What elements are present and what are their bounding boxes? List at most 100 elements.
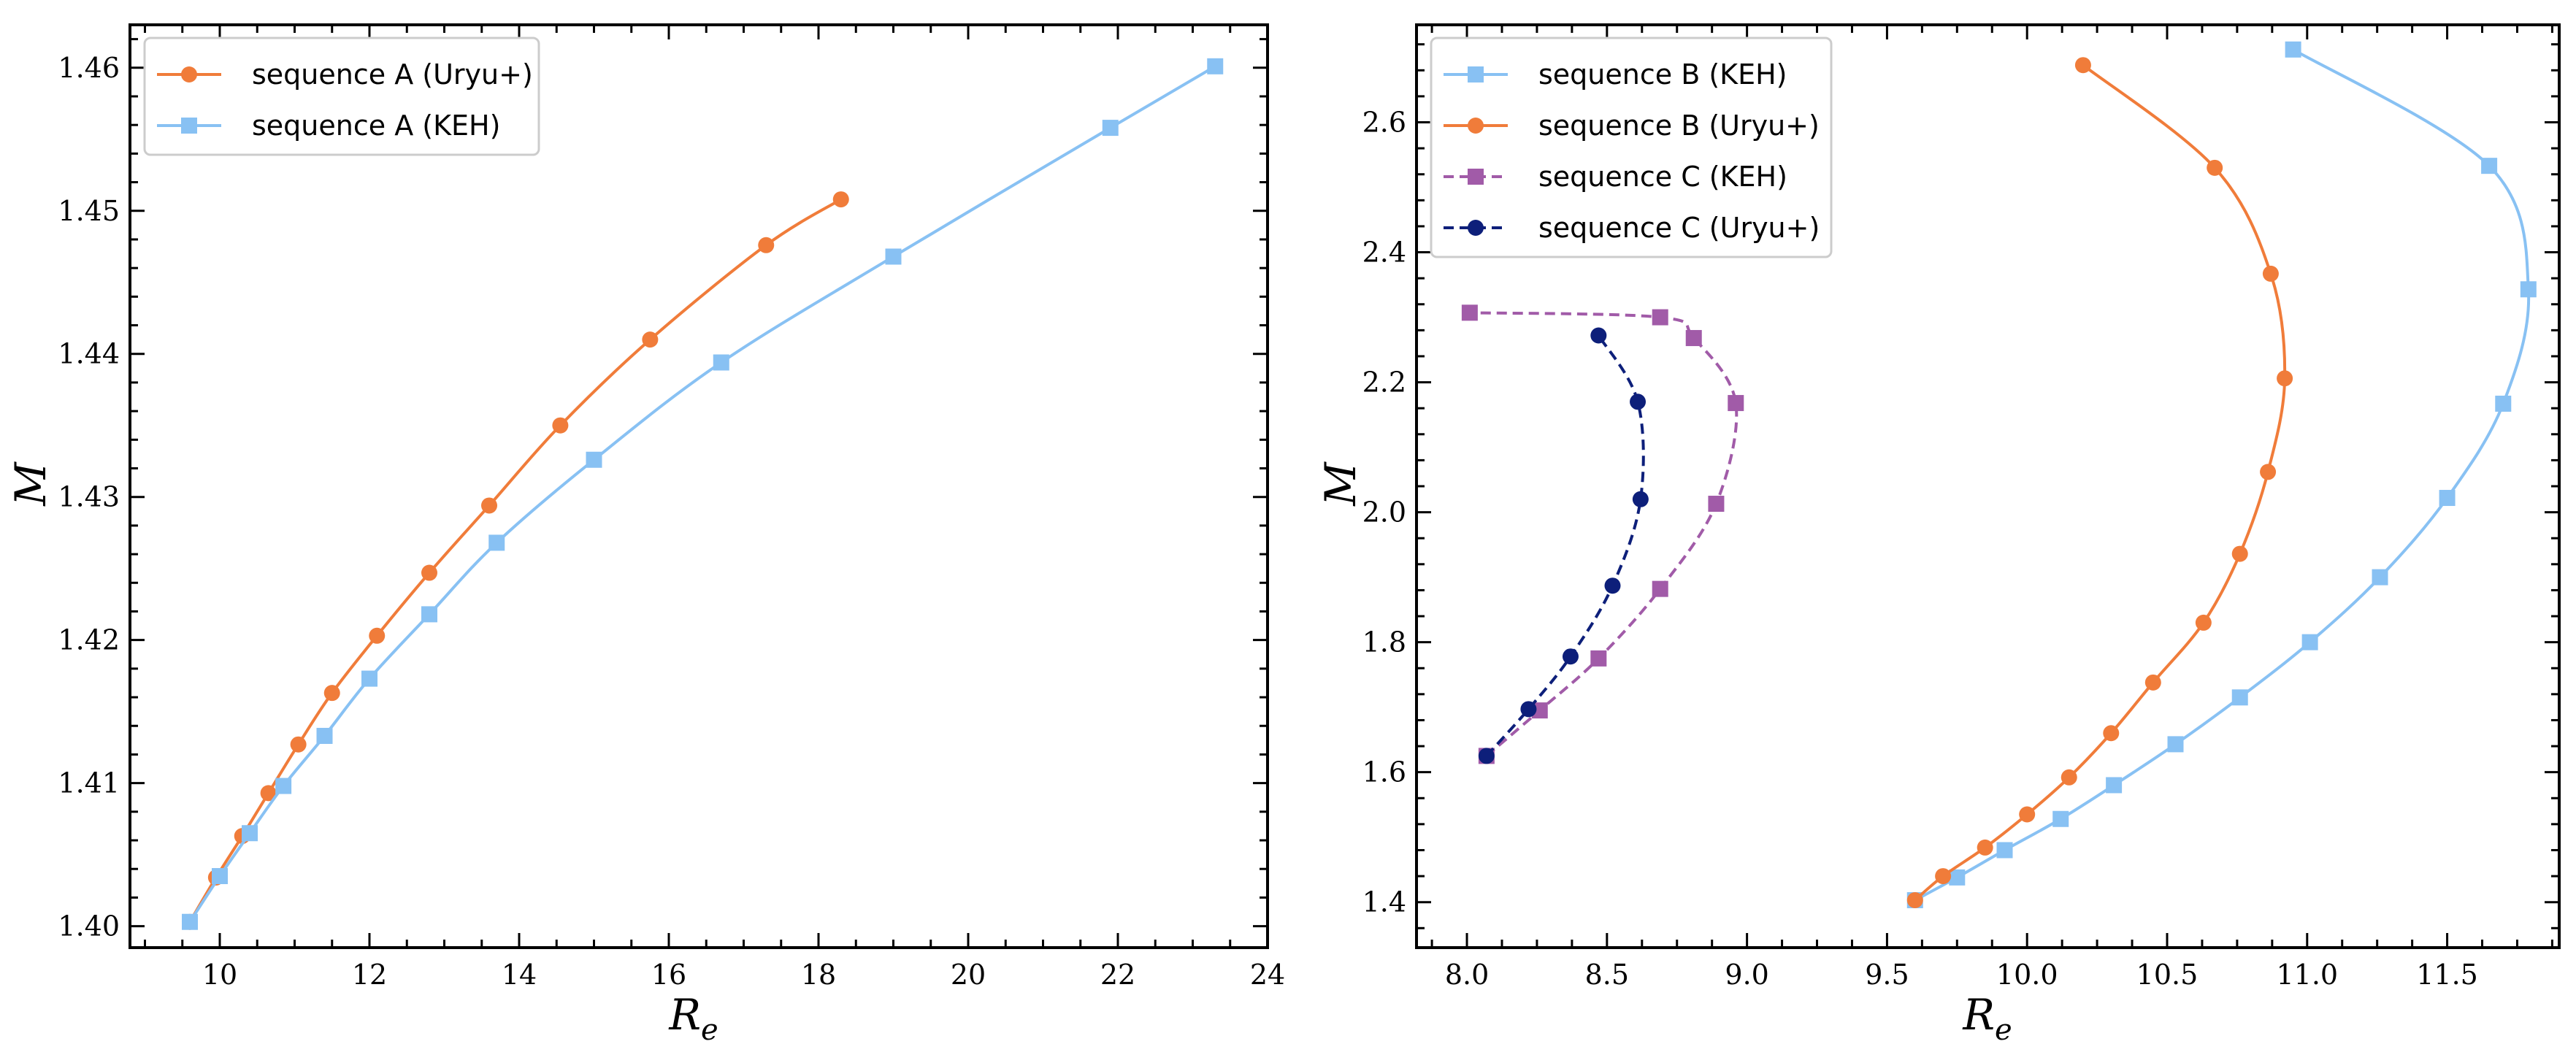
right-chart-data-point [1520,701,1537,718]
right-chart-legend-items: sequence B (KEH) sequence B (Uryu+) sequen… [1444,58,1820,244]
left-chart-data-point [552,417,569,434]
left-chart-data-point [275,778,292,794]
left-chart-panel: 10 12 14 16 18 20 22 24 1.40 1.41 1.42 1.43 1.44 1.45… [6,23,1285,1044]
right-chart-x-tick-label: 10.0 [1996,959,2058,991]
right-chart-legend-item: sequence B (KEH) [1444,58,1787,91]
right-chart-data-point [1652,309,1668,326]
left-chart-data-point [713,354,729,371]
right-chart-tick-labels: 8.0 8.5 9.0 9.5 10.0 10.5 11.0 11.5 1.4 1.6 1.8 2.0… [1362,107,2478,991]
left-chart-legend-items: sequence A (Uryu+) sequence A (KEH) [157,58,533,142]
right-chart-legend-marker [1468,66,1484,82]
right-chart-data-point [2207,159,2223,176]
right-chart-y-tick-label: 1.8 [1362,626,1406,659]
right-chart-legend-item: sequence C (Uryu+) [1444,212,1820,244]
right-chart-legend-marker [1468,169,1484,185]
left-chart-x-tick-label: 20 [951,959,986,991]
left-chart-xlabel-sub: e [701,1013,718,1044]
right-chart-data-point [2019,806,2036,823]
right-chart-data-point [1996,842,2013,859]
left-chart-x-tick-label: 10 [202,959,237,991]
right-chart-data-point [2061,769,2077,786]
left-chart-legend-label: sequence A (KEH) [252,110,500,142]
right-chart-xlabel-sub: e [1995,1013,2012,1044]
right-chart-y-tick-label: 1.6 [1362,756,1406,788]
right-chart-y-tick-label: 2.4 [1362,237,1406,269]
right-chart-data-point [2285,41,2301,58]
left-chart-legend: sequence A (Uryu+) sequence A (KEH) [143,37,540,156]
right-chart-data-point [2052,810,2069,827]
right-chart-x-tick-label: 11.0 [2276,959,2338,991]
right-chart-data-point [2277,370,2293,387]
left-chart-legend-item: sequence A (Uryu+) [157,58,533,91]
left-chart-x-tick-label: 18 [801,959,836,991]
right-chart-legend-label: sequence B (KEH) [1538,58,1787,91]
right-chart-data-point [1604,577,1621,594]
left-chart-series-sequence-a-keh [182,58,1224,930]
right-chart-xlabel: Re [1962,990,2012,1044]
right-chart-y-tick-label: 2.6 [1362,107,1406,139]
left-chart-ylabel: M [6,461,55,507]
left-chart-x-tick-label: 12 [352,959,387,991]
left-chart-legend-item: sequence A (KEH) [157,110,500,142]
left-chart-data-point [361,670,377,687]
right-chart-data-point [2167,736,2184,753]
right-chart-x-tick-label: 11.5 [2416,959,2478,991]
right-chart-x-tick-label: 8.5 [1585,959,1629,991]
right-chart-legend-box [1430,37,1833,258]
right-chart-panel: 8.0 8.5 9.0 9.5 10.0 10.5 11.0 11.5 1.4 1.6 1.8 2.0… [1316,23,2561,1044]
right-chart-x-tick-label: 8.0 [1445,959,1489,991]
right-chart-x-tick-label: 9.0 [1725,959,1768,991]
right-chart-data-point [1632,491,1649,507]
right-chart-y-tick-label: 2.0 [1362,496,1406,529]
left-chart-y-tick-label: 1.44 [58,338,120,370]
left-chart-y-tick-label: 1.46 [58,52,120,84]
right-chart-y-tick-label: 2.2 [1362,366,1406,399]
left-chart-data-point [488,534,505,551]
right-chart-data-point [2481,158,2498,174]
right-chart-series-sequence-b-uryu [1906,57,2293,909]
right-chart-data-point [2301,634,2318,650]
right-chart-data-point [1977,839,1993,856]
left-chart-data-point [421,564,437,581]
left-chart-data-point [212,868,228,885]
right-chart-data-point [1906,892,1923,909]
right-chart-frame [1415,23,2561,949]
right-chart-y-tick-label: 1.4 [1362,886,1406,918]
right-chart-series-line [1914,64,2287,902]
right-chart-series-sequence-c-uryu [1478,327,1649,764]
right-chart-data-point [2520,281,2537,298]
left-chart-data-point [369,627,386,644]
left-chart-data-point [885,248,902,265]
right-chart-data-point [2231,689,2248,706]
left-chart-data-point [642,331,659,348]
right-chart-legend-item: sequence C (KEH) [1444,161,1787,193]
left-chart-data-point [1207,58,1224,74]
right-chart-data-point [1728,395,1744,412]
left-chart-x-tick-label: 14 [502,959,537,991]
left-chart-data-point [242,825,258,842]
left-chart-y-tick-label: 1.45 [58,195,120,227]
left-chart-plot-area [182,58,1224,930]
right-chart-ylabel: M [1316,461,1365,507]
left-chart-legend-label: sequence A (Uryu+) [252,58,533,91]
left-chart-x-tick-label: 22 [1100,959,1135,991]
right-chart-data-point [1590,650,1607,667]
right-chart-legend-label: sequence B (Uryu+) [1538,110,1820,142]
right-chart-data-point [2074,57,2091,74]
left-chart-data-point [586,451,602,468]
left-chart-y-tick-label: 1.43 [58,481,120,513]
right-chart-data-point [2495,395,2512,412]
right-chart-data-point [1590,327,1607,344]
left-chart-y-tick-label: 1.40 [58,910,120,943]
right-chart-data-point [2372,569,2388,586]
left-chart-x-tick-label: 24 [1250,959,1285,991]
right-chart-data-point [1630,394,1647,410]
left-chart-data-point [290,736,307,753]
left-chart-tick-labels: 10 12 14 16 18 20 22 24 1.40 1.41 1.42 1.43 1.44 1.45… [58,52,1285,991]
right-chart-data-point [2195,614,2212,631]
right-chart-legend-item: sequence B (Uryu+) [1444,110,1820,142]
left-chart-y-tick-label: 1.41 [58,767,120,799]
right-chart-legend-label: sequence C (KEH) [1538,161,1787,193]
